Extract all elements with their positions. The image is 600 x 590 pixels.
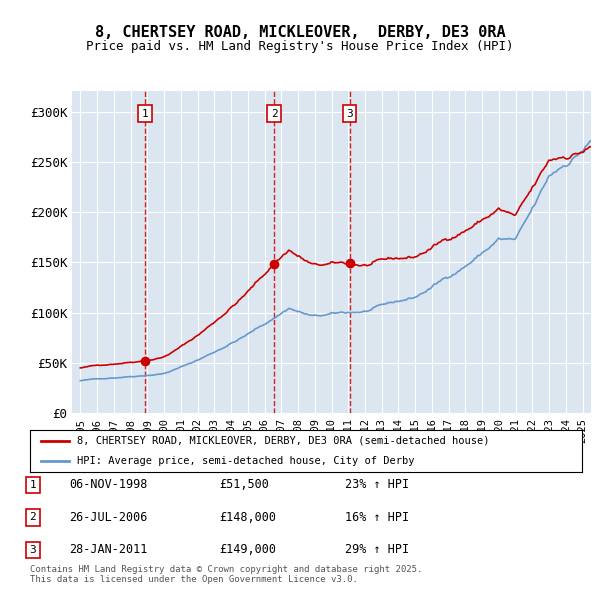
Text: 1: 1	[142, 109, 148, 119]
Text: 3: 3	[29, 545, 37, 555]
Text: 23% ↑ HPI: 23% ↑ HPI	[345, 478, 409, 491]
Text: 3: 3	[346, 109, 353, 119]
Text: Contains HM Land Registry data © Crown copyright and database right 2025.
This d: Contains HM Land Registry data © Crown c…	[30, 565, 422, 584]
Text: 8, CHERTSEY ROAD, MICKLEOVER, DERBY, DE3 0RA (semi-detached house): 8, CHERTSEY ROAD, MICKLEOVER, DERBY, DE3…	[77, 436, 490, 446]
Text: 8, CHERTSEY ROAD, MICKLEOVER,  DERBY, DE3 0RA: 8, CHERTSEY ROAD, MICKLEOVER, DERBY, DE3…	[95, 25, 505, 40]
Text: 28-JAN-2011: 28-JAN-2011	[69, 543, 148, 556]
Text: 06-NOV-1998: 06-NOV-1998	[69, 478, 148, 491]
Text: £148,000: £148,000	[219, 511, 276, 524]
Text: 16% ↑ HPI: 16% ↑ HPI	[345, 511, 409, 524]
Text: £51,500: £51,500	[219, 478, 269, 491]
Text: 26-JUL-2006: 26-JUL-2006	[69, 511, 148, 524]
Text: 2: 2	[271, 109, 277, 119]
Text: 2: 2	[29, 513, 37, 522]
Text: 1: 1	[29, 480, 37, 490]
Text: 29% ↑ HPI: 29% ↑ HPI	[345, 543, 409, 556]
Text: HPI: Average price, semi-detached house, City of Derby: HPI: Average price, semi-detached house,…	[77, 455, 415, 466]
Text: £149,000: £149,000	[219, 543, 276, 556]
Text: Price paid vs. HM Land Registry's House Price Index (HPI): Price paid vs. HM Land Registry's House …	[86, 40, 514, 53]
